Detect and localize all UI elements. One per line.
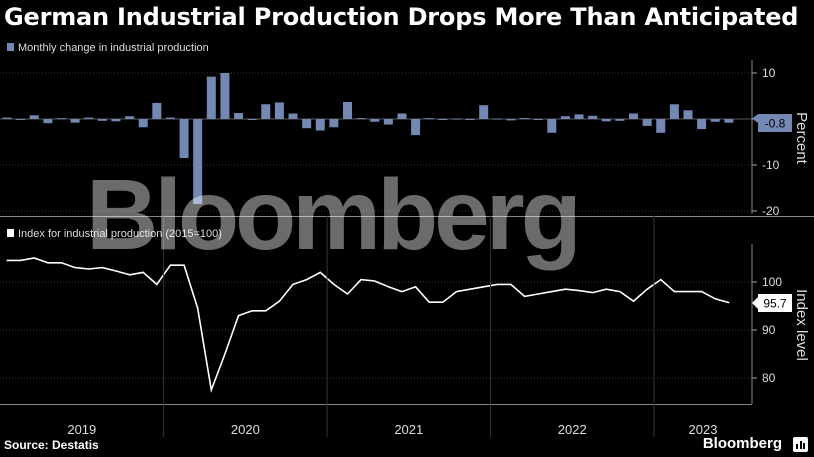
monthly-change-bar (179, 119, 189, 159)
monthly-change-bar (588, 115, 598, 119)
monthly-change-bar (451, 118, 461, 120)
bottom-tick-label: 90 (762, 323, 776, 337)
monthly-change-bar (2, 117, 12, 119)
index-line (7, 257, 730, 394)
monthly-change-bar (479, 105, 489, 119)
top-last-value-pointer (752, 114, 758, 123)
monthly-change-bar (370, 119, 380, 122)
bloomberg-watermark: Bloomberg (86, 159, 582, 271)
monthly-change-bar (125, 116, 135, 119)
monthly-change-bar (274, 102, 284, 119)
bottom-panel-ticks: 100 90 80 (751, 244, 782, 404)
top-tick-label: -10 (762, 158, 780, 172)
top-legend-label: Monthly change in industrial production (18, 42, 209, 54)
bottom-last-value-pointer (752, 297, 758, 309)
monthly-change-bar (669, 104, 679, 119)
bottom-tick-label: 100 (762, 275, 782, 289)
source-note: Source: Destatis (4, 438, 99, 452)
x-tick-label: 2020 (231, 422, 260, 437)
top-axis-title: Percent (793, 112, 810, 165)
bottom-legend-label: Index for industrial production (2015=10… (18, 228, 222, 240)
monthly-change-bar (234, 113, 244, 119)
monthly-change-bar (343, 101, 352, 119)
bar-chart-icon (793, 437, 808, 452)
monthly-change-bar (642, 119, 652, 126)
monthly-change-bar (547, 119, 557, 133)
monthly-change-bar (206, 76, 216, 119)
top-last-value-badge: -0.8 (752, 114, 792, 132)
monthly-change-bar (520, 118, 530, 120)
monthly-change-bar (411, 119, 421, 136)
bottom-last-value-label: 95.7 (763, 297, 787, 311)
monthly-change-bar (574, 114, 584, 119)
top-tick-label: 10 (762, 66, 776, 80)
monthly-change-bar (506, 119, 516, 121)
monthly-change-bar (302, 119, 312, 129)
monthly-change-bar (29, 115, 39, 119)
monthly-change-bar (43, 119, 53, 124)
monthly-change-bar (710, 119, 720, 122)
x-tick-label: 2023 (689, 422, 718, 437)
x-tick-label: 2021 (394, 422, 423, 437)
monthly-change-bar (84, 117, 94, 119)
bottom-legend-swatch (7, 229, 14, 237)
monthly-change-bar (356, 118, 366, 120)
x-axis-years: 2019 2020 2021 2022 2023 (67, 216, 717, 437)
monthly-change-bar (329, 119, 339, 128)
top-last-value-box (758, 114, 792, 132)
monthly-change-bar (220, 73, 230, 119)
monthly-change-bar (629, 113, 639, 119)
monthly-change-bar (193, 119, 203, 205)
x-tick-label: 2019 (67, 422, 96, 437)
top-last-value-label: -0.8 (765, 117, 786, 131)
monthly-change-bar (656, 119, 666, 133)
monthly-change-bars (2, 73, 734, 205)
monthly-change-bar (315, 119, 325, 131)
bottom-tick-label: 80 (762, 371, 776, 385)
monthly-change-bar (615, 119, 625, 121)
monthly-change-bar (165, 117, 175, 119)
monthly-change-bar (724, 119, 734, 123)
monthly-change-bar (56, 118, 66, 120)
bottom-last-value-box (758, 294, 792, 312)
monthly-change-bar (111, 119, 121, 122)
top-legend-swatch (7, 43, 14, 51)
monthly-change-bar (397, 113, 407, 119)
monthly-change-bar (288, 113, 298, 119)
bloomberg-brand: Bloomberg (702, 435, 782, 452)
monthly-change-bar (533, 119, 543, 120)
monthly-change-bar (465, 119, 475, 120)
monthly-change-bar (424, 118, 434, 120)
monthly-change-bar (247, 119, 257, 120)
top-tick-label: -20 (762, 204, 780, 218)
monthly-change-bar (560, 116, 570, 119)
monthly-change-bar (152, 102, 162, 119)
top-panel-ticks: 10 -10 -20 (751, 60, 780, 218)
monthly-change-bar (683, 110, 693, 119)
monthly-change-bar (438, 119, 448, 120)
bottom-last-value-badge: 95.7 (752, 294, 792, 312)
monthly-change-bar (16, 119, 26, 120)
monthly-change-bar (138, 119, 148, 128)
monthly-change-bar (492, 118, 502, 120)
monthly-change-bar (601, 119, 611, 122)
monthly-change-bar (70, 119, 80, 123)
monthly-change-bar (261, 104, 271, 119)
chart-title: German Industrial Production Drops More … (4, 3, 799, 31)
bottom-panel-grid (0, 257, 752, 391)
monthly-change-bar (97, 119, 107, 121)
monthly-change-bar (383, 119, 393, 125)
monthly-change-bar (697, 119, 707, 130)
x-tick-label: 2022 (558, 422, 587, 437)
bottom-axis-title: Index level (793, 289, 810, 361)
